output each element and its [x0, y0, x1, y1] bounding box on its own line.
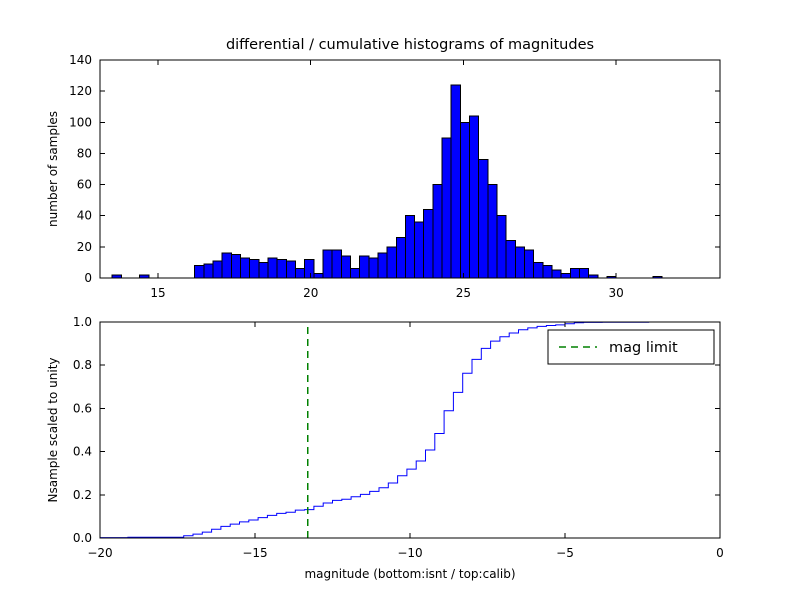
bottom-axes-y-tick-label: 1.0	[73, 315, 92, 329]
bottom-axes-y-tick-label: 0.4	[73, 445, 92, 459]
top-axes-x-tick-label: 20	[303, 286, 318, 300]
histogram-bar	[313, 272, 324, 279]
histogram-bars	[111, 84, 663, 279]
chart-title: differential / cumulative histograms of …	[226, 37, 594, 53]
top-axes-y-tick-label: 40	[77, 209, 92, 223]
histogram-bar	[542, 265, 553, 279]
histogram-bar	[487, 184, 498, 279]
bottom-axes-x-tick-label: −10	[397, 546, 422, 560]
bottom-axes-y-tick-label: 0.6	[73, 401, 92, 415]
histogram-bar	[294, 268, 306, 279]
histogram-bar	[212, 260, 223, 279]
histogram-bar	[239, 257, 251, 279]
bottom-x-axis-label: magnitude (bottom:isnt / top:calib)	[304, 567, 515, 581]
bottom-y-axis-label: Nsample scaled to unity	[46, 358, 60, 503]
histogram-bar	[258, 261, 269, 279]
bottom-axes-y-tick-label: 0.2	[73, 488, 92, 502]
histogram-bar	[514, 246, 526, 279]
top-axes-y-tick-label: 120	[69, 84, 92, 98]
histogram-bar	[386, 246, 397, 279]
histogram-bar	[560, 272, 571, 279]
bottom-axes-y-tick-label: 0.0	[73, 531, 92, 545]
histogram-bar	[349, 268, 361, 279]
histogram-bar	[368, 257, 379, 279]
histogram-bar	[469, 115, 480, 279]
top-axes-x-tick-label: 30	[609, 286, 624, 300]
histogram-bar	[359, 255, 370, 279]
top-axes-y-tick-label: 60	[77, 178, 92, 192]
bottom-axes-x-tick-label: −15	[242, 546, 267, 560]
histogram-bar	[524, 249, 535, 279]
histogram-bar	[432, 184, 443, 279]
top-axes-y-tick-label: 80	[77, 146, 92, 160]
histogram-bar	[478, 159, 489, 279]
histogram-bar	[304, 258, 315, 279]
histogram-bar	[404, 215, 416, 279]
histogram-bar	[533, 261, 544, 279]
histogram-bar	[221, 252, 232, 279]
chart-generated-layer: 15 20 25 30 0 20 40 60 80 100 120 140 −20 −15 −10 −5 0 0.…	[69, 53, 724, 560]
histogram-bar	[395, 237, 406, 279]
histogram-bar	[496, 215, 507, 279]
histogram-bar	[441, 137, 452, 279]
histogram-bar	[285, 260, 296, 279]
histogram-bar	[579, 268, 590, 279]
histogram-bar	[203, 263, 214, 279]
bottom-axes-x-tick-label: −5	[556, 546, 574, 560]
top-axes-y-tick-label: 0	[84, 271, 92, 285]
histogram-bar	[450, 84, 461, 279]
top-axes-x-tick-label: 25	[456, 286, 471, 300]
top-axes-y-tick-label: 100	[69, 115, 92, 129]
histogram-bar	[230, 254, 241, 279]
histogram-bar	[459, 121, 471, 279]
histogram-bar	[505, 240, 516, 279]
histogram-bar	[331, 249, 342, 279]
top-axes-y-tick-label: 140	[69, 53, 92, 67]
histogram-bar	[569, 268, 581, 279]
histogram-bar	[276, 258, 287, 279]
bottom-axes-x-tick-label: −20	[87, 546, 112, 560]
histogram-bar	[267, 257, 278, 279]
histogram-bar	[414, 221, 425, 279]
top-y-axis-label: number of samples	[46, 111, 60, 227]
histogram-bar	[322, 249, 333, 279]
histogram-bar	[423, 208, 434, 279]
histogram-bar	[249, 258, 260, 279]
bottom-axes-x-tick-label: 0	[716, 546, 724, 560]
histogram-bar	[377, 252, 388, 279]
top-axes-frame	[99, 59, 721, 279]
top-axes-y-tick-label: 20	[77, 240, 92, 254]
histogram-bar	[551, 269, 562, 279]
histogram-bar	[340, 255, 351, 279]
legend: mag limit	[547, 329, 715, 365]
bottom-axes-y-tick-label: 0.8	[73, 358, 92, 372]
cumulative-step-line	[99, 321, 658, 539]
top-axes-x-tick-label: 15	[150, 286, 165, 300]
legend-label: mag limit	[609, 340, 678, 356]
histogram-bar	[194, 265, 205, 279]
